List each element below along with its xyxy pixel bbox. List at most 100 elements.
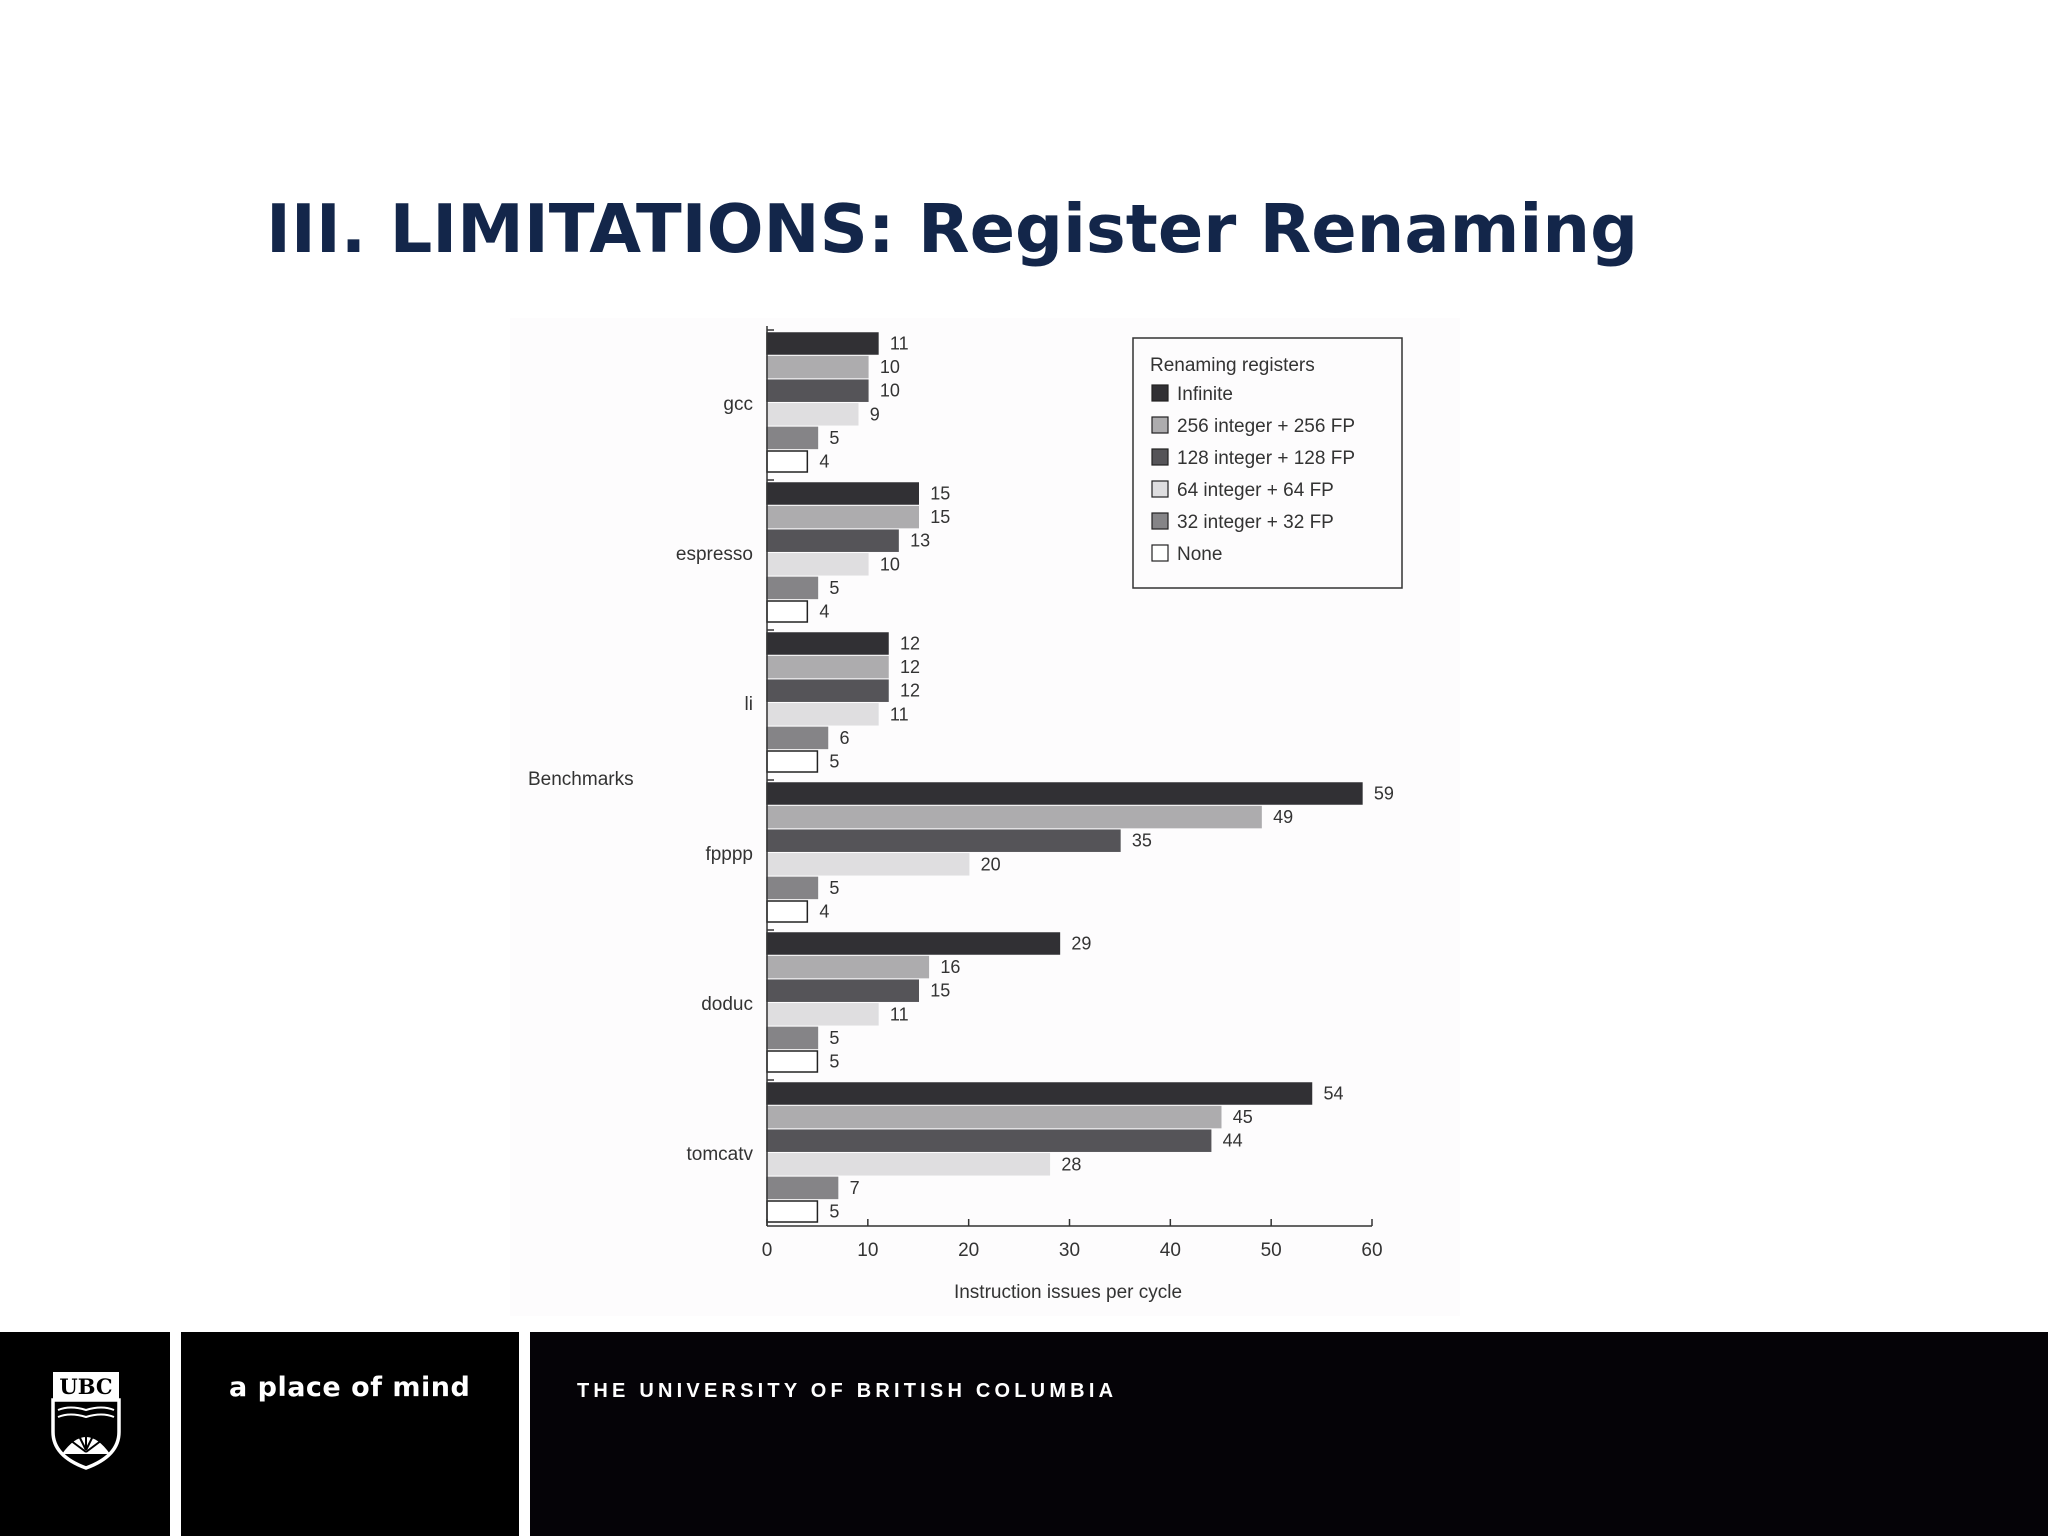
category-label: tomcatv (686, 1144, 753, 1165)
x-tick-label: 50 (1261, 1240, 1282, 1261)
legend-swatch (1151, 448, 1169, 466)
bar-value-label: 5 (829, 1028, 839, 1048)
ubc-logo-text: UBC (59, 1374, 112, 1399)
category-label: espresso (676, 544, 753, 565)
bar (766, 450, 809, 473)
bar-value-label: 4 (819, 902, 829, 922)
bar-value-label: 5 (829, 878, 839, 898)
legend: Renaming registers Infinite 256 integer +… (1132, 337, 1403, 589)
legend-swatch (1151, 480, 1169, 498)
bar (766, 750, 819, 773)
bar-value-label: 11 (890, 334, 909, 354)
bar (766, 900, 809, 923)
legend-title: Renaming registers (1150, 355, 1315, 376)
bar-value-label: 15 (930, 507, 950, 527)
legend-swatch (1151, 416, 1169, 434)
x-tick-label: 0 (762, 1240, 773, 1261)
bar (766, 1082, 1313, 1105)
bar (766, 932, 1061, 955)
bar-value-label: 20 (981, 854, 1001, 874)
axes: gcc espresso li fpppp doduc tomcatv 0 10 20 30 40 5… (676, 326, 1383, 1261)
bar-chart: Benchmarks Instruction issues per cycle … (528, 326, 1403, 1303)
x-tick-label: 30 (1059, 1240, 1080, 1261)
bar-value-label: 12 (900, 657, 920, 677)
bar-value-label: 7 (850, 1178, 860, 1198)
bar (766, 979, 919, 1002)
bars-layer: 1110109541515131054121212116559493520542… (766, 332, 1394, 1223)
legend-items: Infinite 256 integer + 256 FP 128 integer … (1151, 384, 1355, 565)
bar-value-label: 5 (829, 428, 839, 448)
bar (766, 576, 819, 600)
category-label: fpppp (705, 844, 753, 865)
x-tick-label: 40 (1160, 1240, 1181, 1261)
bar-value-label: 9 (870, 404, 880, 424)
bar (766, 782, 1363, 805)
bar (766, 332, 879, 355)
bar-value-label: 10 (880, 381, 900, 401)
bar (766, 726, 829, 750)
bar (766, 1105, 1222, 1129)
bar (766, 1176, 839, 1200)
bar (766, 1050, 819, 1073)
bar (766, 1200, 819, 1223)
bar-value-label: 5 (829, 1052, 839, 1072)
bar (766, 853, 970, 876)
bar-value-label: 54 (1324, 1084, 1344, 1104)
bar-value-label: 10 (880, 357, 900, 377)
category-label: li (745, 694, 753, 715)
footer: UBC a place of mind THE UNIVERSITY OF BR… (0, 1332, 2048, 1536)
bar-value-label: 12 (900, 681, 920, 701)
bar (766, 529, 899, 552)
legend-swatch (1151, 512, 1169, 530)
bar-value-label: 16 (940, 957, 960, 977)
bar-value-label: 12 (900, 634, 920, 654)
bar (766, 1129, 1212, 1152)
x-axis-label: Instruction issues per cycle (954, 1282, 1182, 1303)
y-axis-label: Benchmarks (528, 769, 634, 790)
bar (766, 829, 1121, 852)
bar (766, 600, 809, 623)
bar (766, 505, 919, 529)
legend-label: 32 integer + 32 FP (1177, 512, 1334, 533)
bar-value-label: 59 (1374, 784, 1394, 804)
university-name: THE UNIVERSITY OF BRITISH COLUMBIA (577, 1380, 1118, 1402)
bar-value-label: 35 (1132, 831, 1152, 851)
bar-value-label: 29 (1071, 934, 1091, 954)
bar (766, 426, 819, 450)
slide-title: III. LIMITATIONS: Register Renaming (266, 190, 1639, 268)
bar (766, 703, 879, 726)
legend-swatch (1151, 384, 1169, 402)
bar-value-label: 4 (819, 452, 829, 472)
legend-label: None (1177, 544, 1222, 565)
bar (766, 1003, 879, 1026)
bar-value-label: 45 (1233, 1107, 1253, 1127)
category-label: doduc (701, 994, 753, 1015)
bar (766, 355, 869, 379)
legend-swatch (1151, 544, 1169, 562)
legend-label: 256 integer + 256 FP (1177, 416, 1355, 437)
bar-value-label: 49 (1273, 807, 1293, 827)
chart-panel: Benchmarks Instruction issues per cycle … (510, 318, 1460, 1316)
bar-value-label: 4 (819, 602, 829, 622)
bar (766, 955, 930, 979)
bar-value-label: 13 (910, 531, 930, 551)
legend-frame (1132, 337, 1403, 589)
bar-value-label: 11 (890, 704, 909, 724)
footer-university-block: THE UNIVERSITY OF BRITISH COLUMBIA (530, 1332, 2048, 1536)
bar (766, 632, 889, 655)
bar-value-label: 10 (880, 554, 900, 574)
bar (766, 379, 869, 402)
bar (766, 805, 1262, 829)
x-tick-label: 60 (1361, 1240, 1382, 1261)
bar (766, 876, 819, 900)
bar-value-label: 15 (930, 484, 950, 504)
ubc-crest-logo: UBC (51, 1372, 121, 1470)
tagline: a place of mind (229, 1372, 471, 1403)
bar-value-label: 6 (840, 728, 850, 748)
legend-label: Infinite (1177, 384, 1233, 405)
bar (766, 553, 869, 576)
bar (766, 655, 889, 679)
category-label: gcc (723, 394, 753, 415)
bar-value-label: 11 (890, 1004, 909, 1024)
x-tick-label: 10 (857, 1240, 878, 1261)
